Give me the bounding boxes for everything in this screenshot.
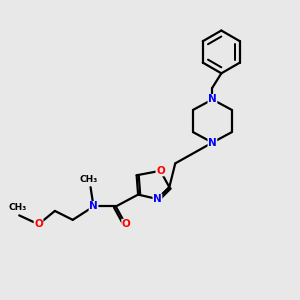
- Text: O: O: [156, 166, 165, 176]
- Text: O: O: [34, 219, 43, 229]
- Text: O: O: [122, 219, 130, 229]
- Text: CH₃: CH₃: [80, 175, 98, 184]
- Text: N: N: [153, 194, 162, 204]
- Text: N: N: [208, 138, 217, 148]
- Text: CH₃: CH₃: [9, 203, 27, 212]
- Text: N: N: [208, 94, 217, 104]
- Text: N: N: [89, 202, 98, 212]
